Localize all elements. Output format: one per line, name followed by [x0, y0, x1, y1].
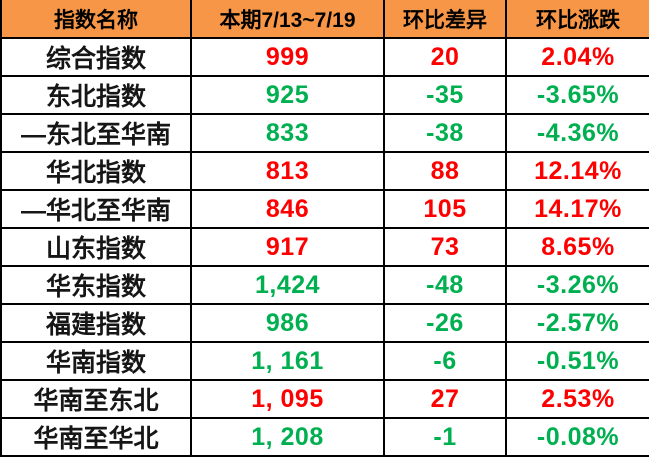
index-name-cell: 华南至华北	[0, 417, 192, 457]
pct-change-cell: 2.53%	[505, 379, 649, 419]
current-value-cell: 1, 208	[190, 417, 385, 457]
col-header-wow-change: 环比涨跌	[505, 0, 649, 39]
index-name-cell: 福建指数	[0, 303, 192, 343]
col-header-current-period: 本期7/13~7/19	[190, 0, 385, 39]
table-row: 华南指数 1, 161 -6 -0.51%	[0, 341, 649, 381]
table-row: 华南至华北 1, 208 -1 -0.08%	[0, 417, 649, 457]
index-name-cell: 华北指数	[0, 151, 192, 191]
diff-value-cell: -35	[383, 75, 507, 115]
pct-change-cell: -0.08%	[505, 417, 649, 457]
diff-value-cell: 27	[383, 379, 507, 419]
index-name-cell: —华北至华南	[0, 189, 192, 229]
table-row: —华北至华南 846 105 14.17%	[0, 189, 649, 229]
diff-value-cell: 20	[383, 37, 507, 77]
diff-value-cell: -26	[383, 303, 507, 343]
pct-change-cell: -3.26%	[505, 265, 649, 305]
table-row: 福建指数 986 -26 -2.57%	[0, 303, 649, 343]
current-value-cell: 999	[190, 37, 385, 77]
diff-value-cell: -1	[383, 417, 507, 457]
current-value-cell: 986	[190, 303, 385, 343]
diff-value-cell: -38	[383, 113, 507, 153]
current-value-cell: 1, 095	[190, 379, 385, 419]
pct-change-cell: -0.51%	[505, 341, 649, 381]
diff-value-cell: -48	[383, 265, 507, 305]
header-row: 指数名称 本期7/13~7/19 环比差异 环比涨跌	[0, 0, 649, 39]
pct-change-cell: 12.14%	[505, 151, 649, 191]
pct-change-cell: -3.65%	[505, 75, 649, 115]
index-name-cell: —东北至华南	[0, 113, 192, 153]
current-value-cell: 1, 161	[190, 341, 385, 381]
index-name-cell: 华东指数	[0, 265, 192, 305]
current-value-cell: 833	[190, 113, 385, 153]
table-row: 山东指数 917 73 8.65%	[0, 227, 649, 267]
table-row: 华东指数 1,424 -48 -3.26%	[0, 265, 649, 305]
diff-value-cell: -6	[383, 341, 507, 381]
col-header-wow-diff: 环比差异	[383, 0, 507, 39]
index-name-cell: 华南指数	[0, 341, 192, 381]
current-value-cell: 813	[190, 151, 385, 191]
current-value-cell: 846	[190, 189, 385, 229]
current-value-cell: 1,424	[190, 265, 385, 305]
pct-change-cell: -4.36%	[505, 113, 649, 153]
index-name-cell: 山东指数	[0, 227, 192, 267]
table-row: 东北指数 925 -35 -3.65%	[0, 75, 649, 115]
table-body: 综合指数 999 20 2.04% 东北指数 925 -35 -3.65% —东…	[0, 37, 649, 457]
col-header-index-name: 指数名称	[0, 0, 192, 39]
diff-value-cell: 105	[383, 189, 507, 229]
diff-value-cell: 73	[383, 227, 507, 267]
index-name-cell: 华南至东北	[0, 379, 192, 419]
table-row: —东北至华南 833 -38 -4.36%	[0, 113, 649, 153]
current-value-cell: 925	[190, 75, 385, 115]
pct-change-cell: 14.17%	[505, 189, 649, 229]
pct-change-cell: 8.65%	[505, 227, 649, 267]
table-row: 华南至东北 1, 095 27 2.53%	[0, 379, 649, 419]
diff-value-cell: 88	[383, 151, 507, 191]
pct-change-cell: 2.04%	[505, 37, 649, 77]
table-row: 综合指数 999 20 2.04%	[0, 37, 649, 77]
index-name-cell: 东北指数	[0, 75, 192, 115]
table-row: 华北指数 813 88 12.14%	[0, 151, 649, 191]
pct-change-cell: -2.57%	[505, 303, 649, 343]
current-value-cell: 917	[190, 227, 385, 267]
index-name-cell: 综合指数	[0, 37, 192, 77]
